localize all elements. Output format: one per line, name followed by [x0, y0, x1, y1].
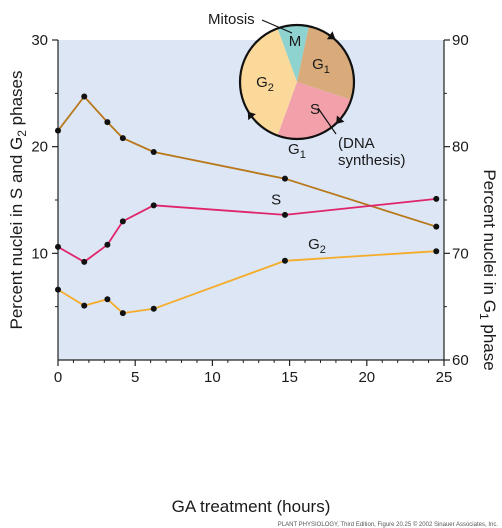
y-right-tick-label: 90 — [452, 32, 469, 49]
data-points — [55, 93, 440, 317]
data-point — [119, 135, 126, 142]
series-label: G2 — [308, 236, 326, 256]
x-axis-title: GA treatment (hours) — [172, 497, 331, 516]
data-point — [281, 175, 288, 182]
data-point — [104, 296, 111, 303]
x-tick-label: 0 — [54, 369, 62, 386]
series-label: G1 — [288, 141, 306, 161]
s-phase-leader — [317, 107, 337, 135]
tick-marks — [52, 39, 450, 366]
data-point — [119, 218, 126, 225]
data-point — [433, 195, 440, 202]
data-point — [104, 241, 111, 248]
data-point — [150, 202, 157, 209]
x-tick-label: 10 — [204, 369, 221, 386]
cycle-phase-label: G1 — [312, 56, 330, 76]
y-right-tick-label: 70 — [452, 245, 469, 262]
y-left-tick-label: 30 — [31, 32, 48, 49]
data-point — [119, 310, 126, 317]
mitosis-label: Mitosis — [208, 11, 255, 28]
data-point — [81, 302, 88, 309]
data-point — [55, 243, 61, 250]
series-labels: G1 S G2 — [271, 141, 326, 256]
data-point — [81, 93, 88, 100]
data-point — [281, 257, 288, 264]
cycle-phase-slice — [277, 24, 309, 82]
cycle-arrow-icon — [326, 31, 336, 40]
y-axis-right-title: Percent nuclei in G1 phase — [477, 169, 499, 370]
y-right-tick-label: 60 — [452, 352, 469, 369]
x-tick-label: 5 — [131, 369, 139, 386]
data-point — [281, 211, 288, 218]
x-tick-label: 20 — [358, 369, 375, 386]
cycle-phase-label: M — [289, 33, 302, 50]
cycle-outline — [238, 23, 356, 141]
y-left-tick-label: 20 — [31, 139, 48, 156]
mitosis-leader — [261, 19, 293, 34]
y-right-tick-label: 80 — [452, 139, 469, 156]
data-point — [55, 127, 61, 134]
data-point — [433, 223, 440, 230]
cycle-phase-label: G2 — [256, 74, 274, 94]
cycle-phase-slice — [239, 28, 297, 136]
data-point — [81, 258, 88, 265]
cycle-arrow-icon — [247, 111, 256, 121]
cycle-phase-label: S — [310, 101, 320, 118]
cycle-arrow-icon — [336, 115, 345, 124]
data-point — [55, 286, 61, 293]
data-point — [104, 119, 111, 126]
cycle-phase-slice — [277, 82, 352, 140]
x-tick-label: 25 — [436, 369, 453, 386]
figure-credit: PLANT PHYSIOLOGY, Third Edition, Figure … — [278, 521, 499, 528]
data-point — [150, 149, 157, 155]
y-axis-left-title: Percent nuclei in S and G2 phases — [7, 70, 29, 329]
y-left-tick-label: 10 — [31, 245, 48, 262]
tick-labels: 0 5 10 15 20 25 10 20 30 60 70 80 90 — [31, 32, 468, 386]
series-label: S — [271, 191, 281, 208]
x-tick-label: 15 — [281, 369, 298, 386]
s-phase-annotation: (DNA — [338, 135, 375, 152]
data-point — [433, 248, 440, 255]
s-phase-annotation: synthesis) — [338, 152, 406, 169]
data-point — [150, 305, 157, 312]
